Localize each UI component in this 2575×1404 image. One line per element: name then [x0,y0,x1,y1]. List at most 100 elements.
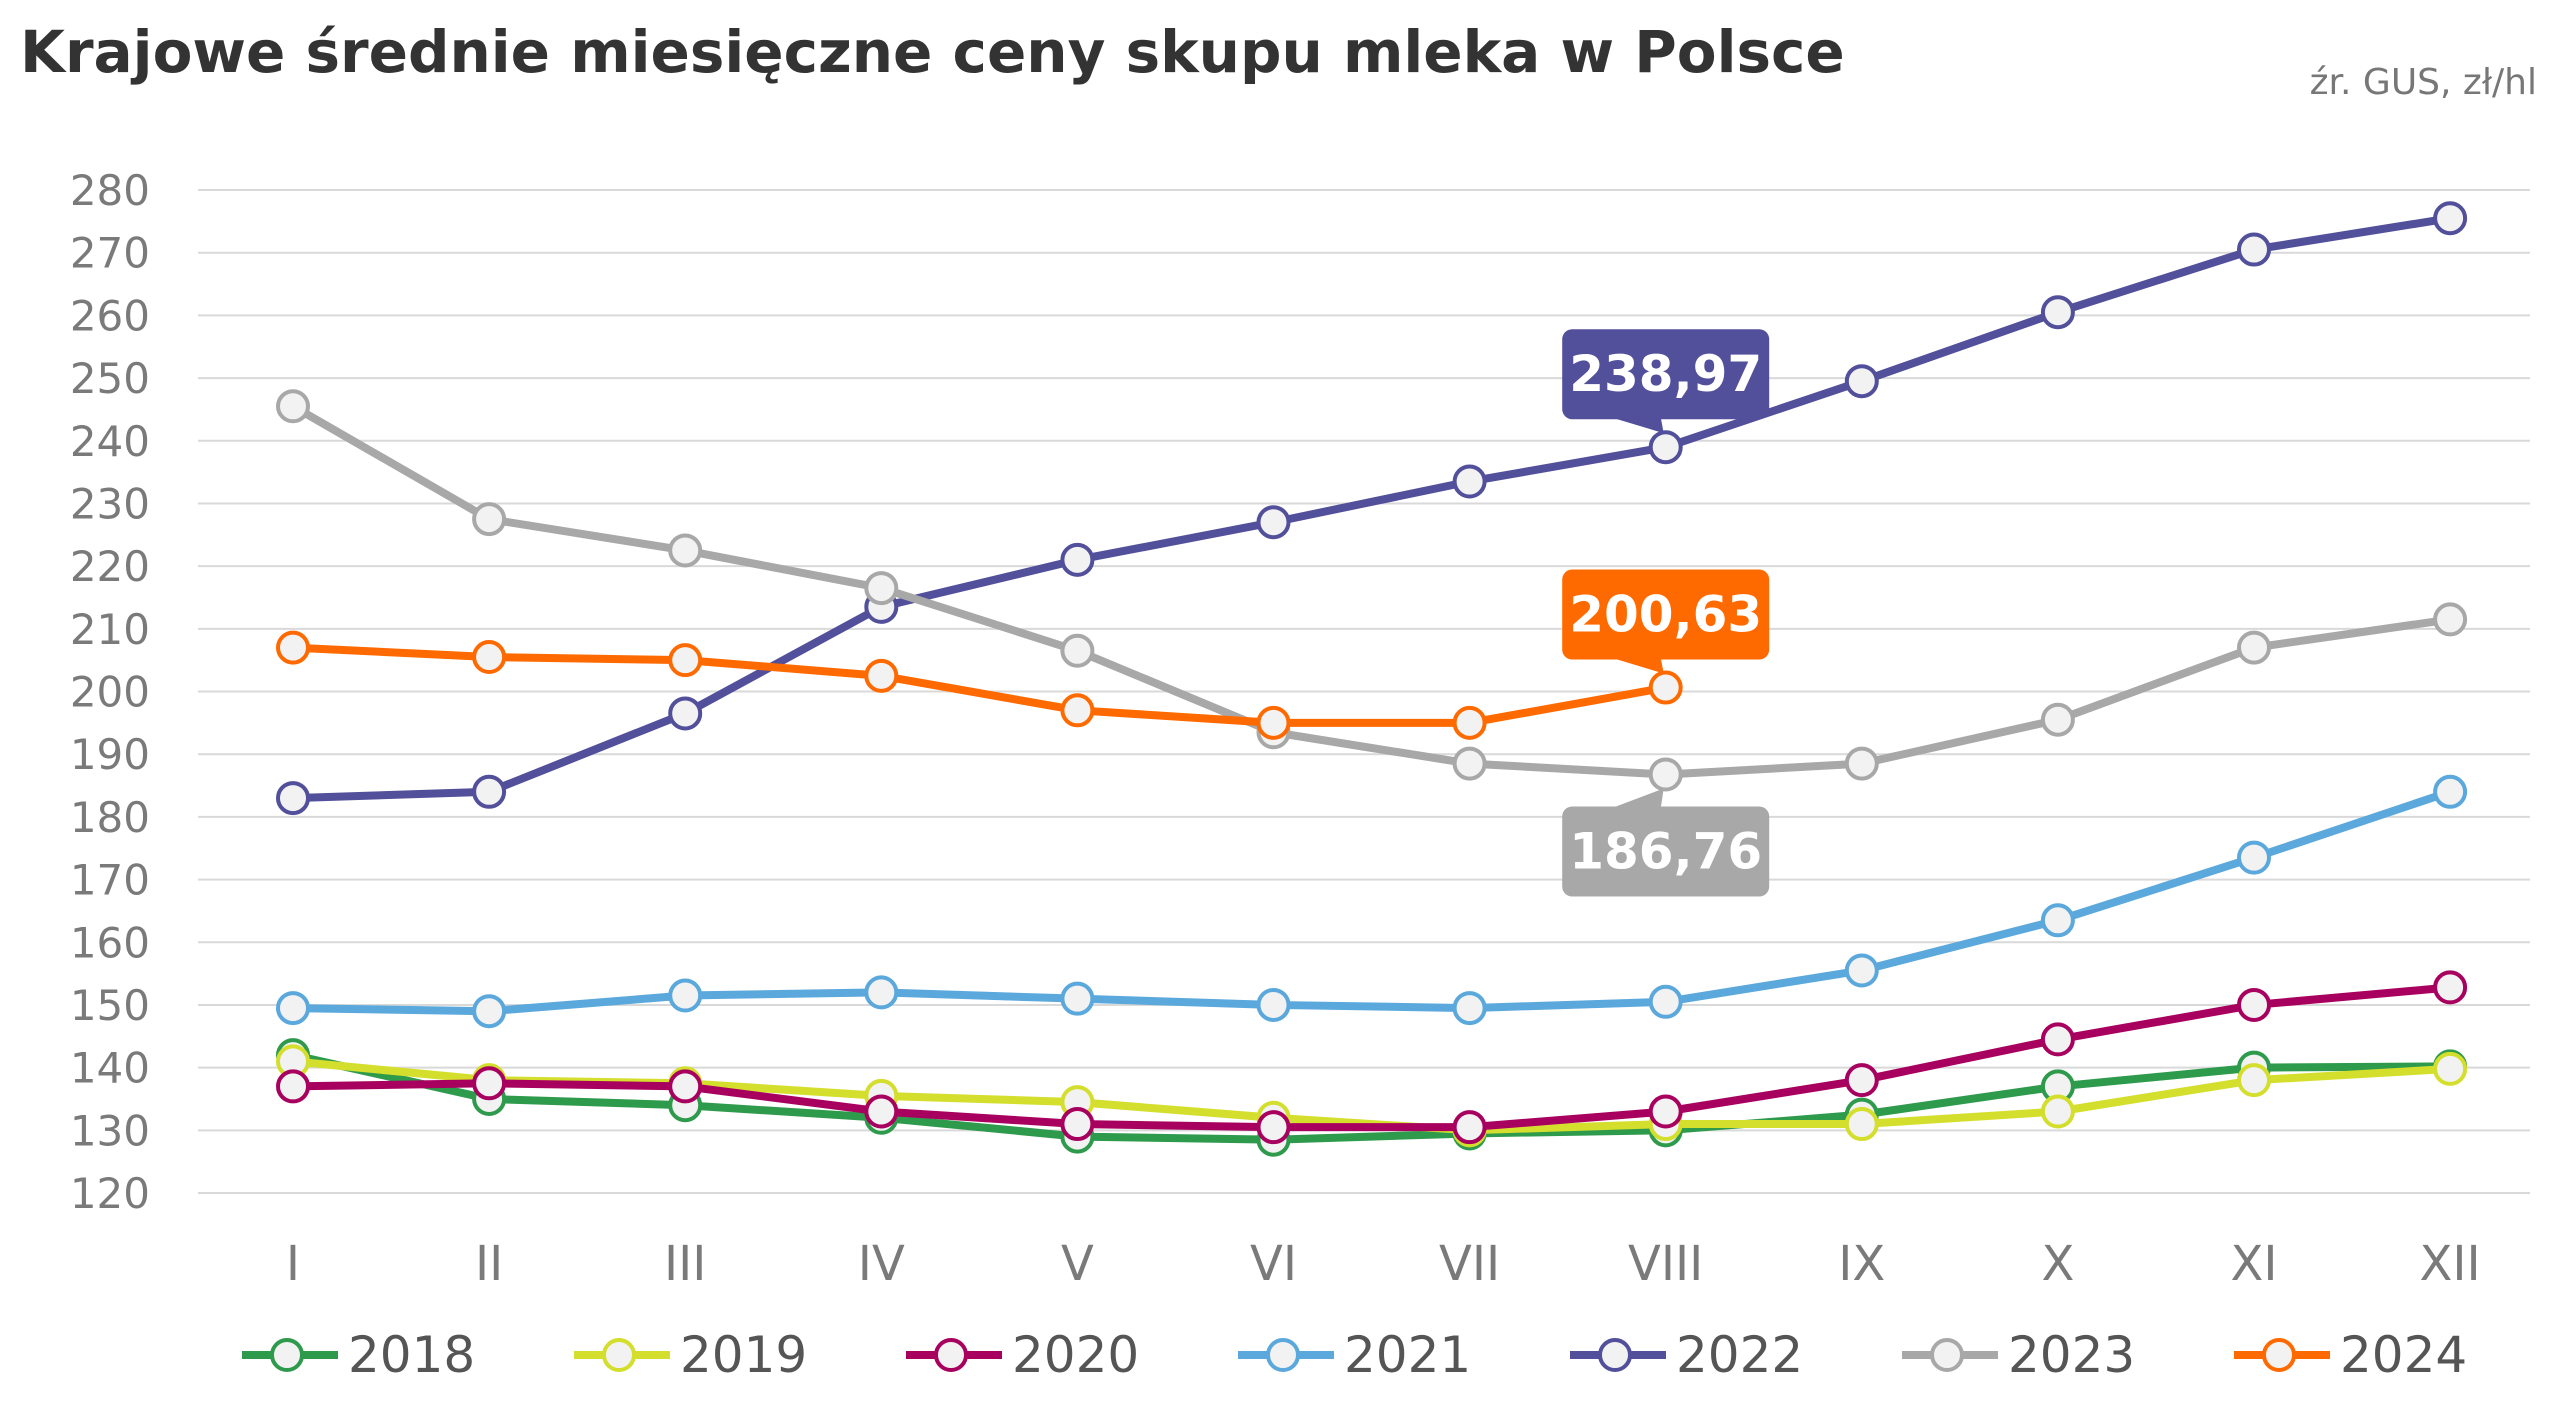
legend-swatch-marker [1598,1338,1632,1372]
y-tick-label: 200 [70,668,150,717]
data-point-2022 [472,774,507,809]
legend-swatch-marker [602,1338,636,1372]
callout-pointer [1610,788,1664,809]
x-tick-label: IX [1838,1236,1885,1292]
callout-pointer [1610,417,1664,434]
data-point-2022 [1060,542,1095,577]
data-point-2022 [276,781,310,816]
data-point-2019 [2433,1051,2468,1086]
data-point-2022 [1648,430,1683,465]
data-point-2019 [2040,1094,2075,1129]
series-layer [276,201,2468,1157]
data-point-2020 [2237,987,2271,1022]
data-point-2021 [2237,840,2271,875]
data-point-2023 [2040,702,2075,737]
callout-2024: 200,63 [1562,569,1770,674]
x-tick-label: I [286,1236,300,1292]
data-point-2023 [1844,746,1879,781]
data-point-2019 [2237,1063,2271,1098]
legend: 2018 2019 2020 2021 2022 2023 2024 [242,1326,2467,1384]
y-tick-label: 230 [70,479,150,528]
callout-2022: 238,97 [1562,329,1770,434]
data-point-2023 [864,571,899,606]
data-point-2022 [1452,464,1487,499]
legend-item-2018: 2018 [242,1326,475,1384]
grid-layer [198,189,2530,1194]
legend-label: 2023 [2008,1326,2135,1384]
x-tick-label: III [664,1236,706,1292]
data-point-2021 [668,978,703,1013]
callout-pointer [1610,657,1664,674]
legend-item-2024: 2024 [2234,1326,2467,1384]
callout-box [1562,569,1770,660]
data-point-2020 [1452,1110,1487,1145]
data-point-2023 [2237,630,2271,665]
callout-label: 238,97 [1569,345,1762,403]
chart-title: Krajowe średnie miesięczne ceny skupu ml… [20,18,1845,86]
data-point-2021 [2433,774,2468,809]
data-point-2023 [1060,633,1095,668]
data-point-2020 [1060,1107,1095,1142]
series-line-2019 [289,1057,2455,1135]
legend-swatch-marker [1266,1338,1300,1372]
data-point-2020 [668,1069,703,1104]
x-tick-label: X [2041,1236,2074,1292]
callout-box [1562,806,1770,897]
y-tick-label: 130 [70,1106,150,1155]
data-point-2024 [1648,670,1683,705]
callout-layer: 238,97 200,63 186,76 [1562,329,1770,897]
y-tick-label: 240 [70,417,150,466]
data-point-2024 [1256,705,1291,740]
data-point-2022 [2040,295,2075,330]
data-point-2022 [1256,505,1291,540]
y-tick-label: 180 [70,793,150,842]
data-point-2021 [1648,984,1683,1019]
data-point-2023 [1648,757,1683,792]
data-point-2020 [2433,970,2468,1005]
callout-box [1562,329,1770,420]
data-point-2022 [668,696,703,731]
series-line-2020 [289,983,2455,1132]
x-tick-label: VII [1439,1236,1500,1292]
data-point-2019 [1844,1107,1879,1142]
data-point-2023 [668,533,703,568]
y-tick-label: 160 [70,918,150,967]
data-point-2024 [1452,705,1487,740]
data-point-2020 [864,1094,899,1129]
data-point-2024 [472,640,507,675]
y-tick-label: 280 [70,166,150,215]
legend-label: 2022 [1676,1326,1803,1384]
data-point-2023 [1452,746,1487,781]
x-tick-label: XI [2230,1236,2277,1292]
legend-item-2020: 2020 [906,1326,1139,1384]
y-tick-label: 150 [70,981,150,1030]
series-2024 [276,630,1683,740]
y-tick-label: 140 [70,1044,150,1093]
series-2022 [276,201,2468,816]
y-tick-label: 170 [70,856,150,905]
data-point-2024 [864,658,899,693]
data-point-2021 [864,975,899,1010]
y-tick-label: 210 [70,605,150,654]
data-point-2021 [472,994,507,1029]
y-axis-ticks: 120 130 140 150 160 170 180 190 200 210 220 230 240 2… [70,166,150,1218]
legend-label: 2019 [680,1326,807,1384]
data-point-2020 [276,1069,310,1104]
legend-swatch-marker [270,1338,304,1372]
data-point-2020 [1256,1110,1291,1145]
y-tick-label: 250 [70,354,150,403]
legend-label: 2020 [1012,1326,1139,1384]
legend-label: 2018 [348,1326,475,1384]
callout-label: 200,63 [1569,586,1762,644]
data-point-2021 [1060,981,1095,1016]
series-2021 [276,774,2468,1029]
legend-item-2019: 2019 [574,1326,807,1384]
callout-2023: 186,76 [1562,788,1770,897]
series-line-2021 [289,787,2455,1016]
x-tick-label: XII [2419,1236,2480,1292]
x-tick-label: II [475,1236,503,1292]
data-point-2023 [276,389,310,424]
source-note: źr. GUS, zł/hl [2309,62,2537,103]
data-point-2024 [668,643,703,678]
